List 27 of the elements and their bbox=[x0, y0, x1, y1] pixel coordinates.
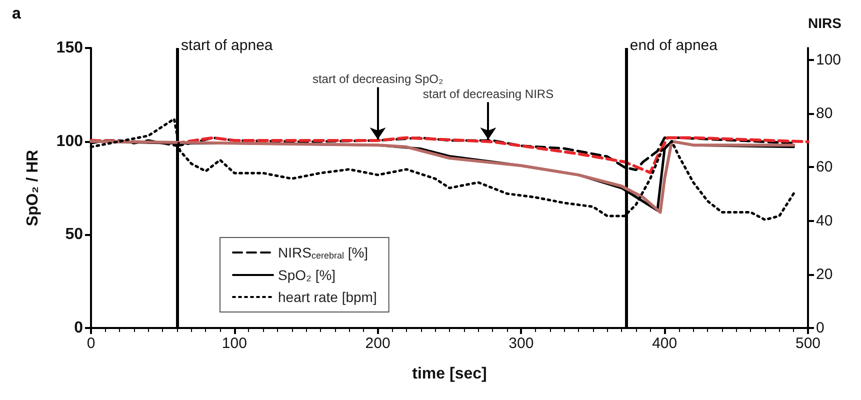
x-tick-label: 200 bbox=[365, 335, 390, 352]
x-tick-label: 500 bbox=[795, 335, 821, 352]
x-tick-label: 400 bbox=[652, 335, 678, 352]
y-tick-label: 50 bbox=[65, 226, 84, 244]
y-tick-label: 100 bbox=[56, 132, 84, 150]
y-tick-label: 150 bbox=[56, 40, 84, 56]
annotation: start of decreasing SpO₂ bbox=[312, 72, 444, 86]
y-axis-title: SpO₂ / HR bbox=[24, 149, 42, 226]
ref-line-label: start of apnea bbox=[181, 37, 274, 54]
text: a bbox=[12, 6, 21, 22]
y2-tick-label: 20 bbox=[816, 266, 833, 283]
legend-label: SpO₂ [%] bbox=[278, 267, 336, 283]
x-axis-title: time [sec] bbox=[412, 366, 487, 382]
legend-label: heart rate [bpm] bbox=[278, 289, 377, 305]
y2-tick-label: 0 bbox=[816, 320, 824, 336]
x-tick-label: 100 bbox=[222, 335, 247, 352]
ref-line-label: end of apnea bbox=[630, 37, 718, 54]
x-tick-label: 300 bbox=[508, 335, 534, 352]
y2-tick-label: 80 bbox=[816, 105, 833, 122]
y-tick-label: 0 bbox=[74, 320, 84, 336]
y2-tick-label: 40 bbox=[816, 212, 833, 230]
y2-axis-title: NIRS bbox=[808, 15, 842, 31]
annotation: start of decreasing NIRS bbox=[422, 87, 554, 102]
y2-tick-label: 100 bbox=[816, 52, 842, 69]
y2-tick-label: 60 bbox=[816, 158, 833, 176]
x-tick-label: 0 bbox=[86, 335, 96, 352]
legend-label: NIRScerebral [%] bbox=[278, 244, 368, 260]
